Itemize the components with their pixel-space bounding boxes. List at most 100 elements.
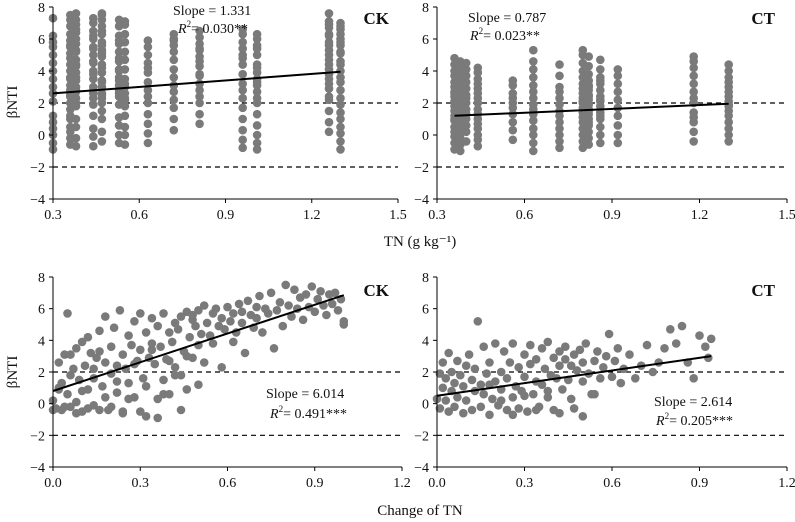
ck-bottom-data-point <box>272 306 282 315</box>
ct-bottom-data-point <box>485 410 494 420</box>
ck-top-data-point <box>324 31 334 41</box>
ck-top-data-point <box>120 122 130 132</box>
ct-top-data-point <box>529 65 538 74</box>
svg-text:R2= 0.030**: R2= 0.030** <box>177 19 248 37</box>
ck-top-data-point <box>143 98 153 108</box>
ck-bottom-data-point <box>298 315 308 325</box>
ck-bottom-data-point <box>83 404 93 413</box>
ck-bottom-data-point <box>141 328 151 337</box>
ct-top-data-point <box>689 71 698 81</box>
ct-bottom-regression-line <box>436 355 712 397</box>
ck-top-data-point <box>336 49 345 58</box>
ck-top-data-point <box>89 31 98 41</box>
ct-bottom-data-point <box>520 350 529 359</box>
ck-bottom-data-point <box>112 361 122 371</box>
top-x-axis-title: TN (g kg⁻¹) <box>384 234 456 250</box>
ck-top-data-point <box>238 93 247 103</box>
ck-top-data-point <box>238 44 247 53</box>
ck-top-data-point <box>324 9 334 18</box>
ct-top-data-point <box>613 71 623 81</box>
ck-bottom-data-point <box>237 318 247 328</box>
ck-bottom-regression-line <box>52 294 345 392</box>
ct-bottom-y-tick-label: 6 <box>422 303 429 318</box>
ck-top-data-point <box>336 129 345 138</box>
ct-bottom-y-tick-label: 2 <box>422 366 429 381</box>
ck-top-data-point <box>252 63 262 73</box>
ck-top-data-point <box>143 119 153 129</box>
r2-annotation-ck-top: R2= 0.030** <box>177 19 248 37</box>
ck-bottom-x-tick-label: 0.0 <box>44 476 62 491</box>
ct-top-y-tick-label: 4 <box>422 65 429 80</box>
ct-bottom-data-point <box>642 340 652 350</box>
ck-top-data-point <box>238 125 247 135</box>
ck-bottom-data-point <box>136 309 145 318</box>
ck-top-data-point <box>195 109 204 119</box>
ct-bottom-data-point <box>491 339 500 348</box>
ct-top-data-point <box>461 137 471 146</box>
ck-top-data-point <box>195 44 204 53</box>
ct-bottom-data-point <box>461 361 471 371</box>
ct-bottom-data-point <box>467 375 477 385</box>
ct-top-x-tick-label: 1.2 <box>691 208 709 223</box>
ck-bottom-data-point <box>263 309 273 318</box>
ct-bottom-data-point <box>453 356 462 366</box>
ct-top-data-point <box>555 60 564 69</box>
ck-top-data-point <box>143 77 153 87</box>
r2-value-ck-top: = 0.030** <box>191 22 248 37</box>
ck-bottom-data-point <box>115 306 125 315</box>
ck-top-data-point <box>169 29 179 39</box>
panel-ct-change-tn: −4 −2 0 2 4 6 8 0.0 0.3 0.6 0.9 1.2 <box>414 271 795 491</box>
ct-top-data-point <box>596 55 605 65</box>
ct-bottom-data-point <box>575 345 585 355</box>
ck-top-data-point <box>169 65 179 74</box>
ck-bottom-data-point <box>176 405 186 415</box>
ck-top-data-point <box>169 114 179 124</box>
ct-top-data-point <box>529 146 538 156</box>
ck-top-data-point <box>238 53 247 63</box>
ct-bottom-data-point <box>476 402 486 412</box>
ck-bottom-data-point <box>199 301 209 310</box>
ct-top-data-point <box>613 121 623 130</box>
ck-top-data-point <box>143 36 153 45</box>
ck-bottom-data-point <box>307 282 317 291</box>
ct-bottom-data-point <box>540 364 550 374</box>
ck-top-data-point <box>238 114 247 124</box>
ck-top-x-tick-label: 0.9 <box>217 208 235 223</box>
ck-bottom-data-point <box>243 296 253 306</box>
ct-bottom-data-point <box>569 404 579 413</box>
ct-top-data-point <box>473 105 483 114</box>
ck-top-data-point <box>252 77 262 87</box>
ck-bottom-data-point <box>287 312 296 321</box>
ck-bottom-data-point <box>327 299 337 309</box>
ck-top-data-point <box>252 130 262 140</box>
ct-bottom-data-point <box>572 366 582 375</box>
ct-top-data-point <box>584 140 593 149</box>
ct-bottom-data-point <box>599 363 608 372</box>
ct-top-data-point <box>461 127 471 137</box>
ck-bottom-data-point <box>101 312 110 321</box>
ck-top-data-point <box>97 41 107 50</box>
ck-top-data-point <box>120 29 130 39</box>
ck-top-data-point <box>71 15 81 25</box>
ck-top-data-point <box>324 60 334 69</box>
ck-bottom-data-point <box>159 309 168 318</box>
ct-top-data-point <box>596 122 605 132</box>
ck-bottom-data-point <box>118 350 128 359</box>
ct-top-data-point <box>508 76 518 85</box>
ck-bottom-data-point <box>194 306 203 315</box>
ct-top-regression-line <box>454 102 729 117</box>
ct-bottom-x-tick-label: 1.2 <box>778 476 795 491</box>
ct-top-data-point <box>689 127 698 137</box>
ct-bottom-data-point <box>555 347 564 356</box>
ct-bottom-data-point <box>485 358 494 367</box>
ck-top-data-point <box>336 73 345 82</box>
ck-top-y-tick-label: −2 <box>30 161 45 176</box>
ck-bottom-data-point <box>72 344 81 353</box>
ck-top-data-point <box>66 127 75 137</box>
ct-top-data-point <box>689 79 698 89</box>
ck-bottom-data-point <box>255 291 264 301</box>
ck-bottom-data-point <box>240 348 250 358</box>
ct-top-data-point <box>508 125 518 135</box>
ck-bottom-x-tick-label: 0.3 <box>132 476 150 491</box>
svg-text:R2= 0.491***: R2= 0.491*** <box>269 404 347 422</box>
